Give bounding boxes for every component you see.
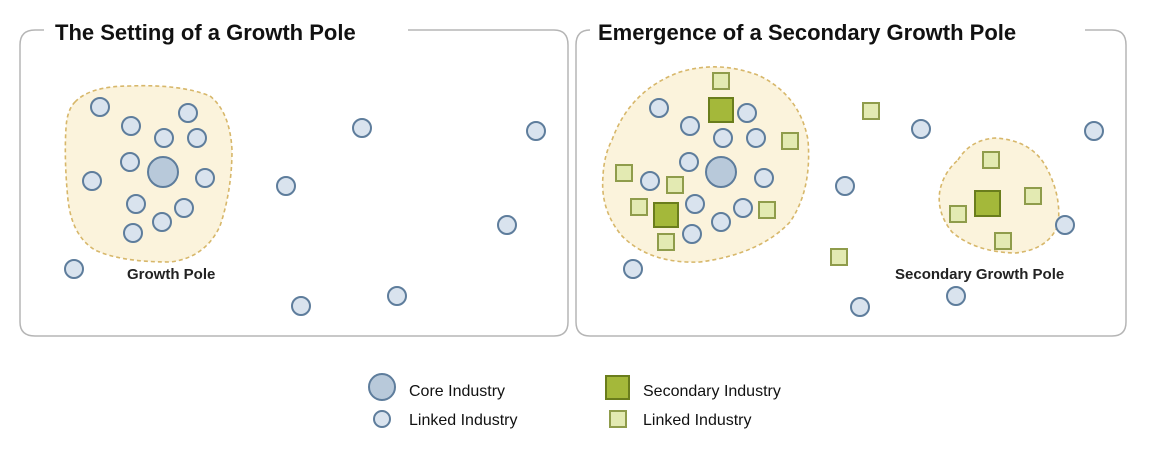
- linked-industry-node: [850, 297, 870, 317]
- legend-linked-industry-circle-swatch: [373, 410, 391, 428]
- linked-industry-node: [623, 259, 643, 279]
- linked-industry-node: [387, 286, 407, 306]
- legend-core-industry-label: Core Industry: [409, 383, 505, 400]
- linked-industry-node: [82, 171, 102, 191]
- linked-square-node: [781, 132, 799, 150]
- linked-industry-node: [120, 152, 140, 172]
- core-industry-node: [705, 156, 737, 188]
- growth-pole-region: [601, 66, 810, 263]
- secondary-industry-node: [653, 202, 679, 228]
- linked-square-node: [712, 72, 730, 90]
- linked-square-node: [862, 102, 880, 120]
- linked-industry-node: [754, 168, 774, 188]
- linked-industry-node: [711, 212, 731, 232]
- left-panel-nodes: [64, 97, 546, 316]
- linked-industry-node: [713, 128, 733, 148]
- linked-industry-node: [178, 103, 198, 123]
- legend-linked-industry-circle-label: Linked Industry: [409, 412, 518, 429]
- linked-industry-node: [911, 119, 931, 139]
- panel-frame-left: [19, 29, 569, 337]
- legend-secondary-industry-label: Secondary Industry: [643, 383, 781, 400]
- title-backdrop: [49, 20, 362, 45]
- linked-industry-node: [682, 224, 702, 244]
- linked-square-node: [630, 198, 648, 216]
- legend-core-industry-swatch: [368, 373, 396, 401]
- linked-industry-node: [174, 198, 194, 218]
- growth-pole-label: Growth Pole: [127, 266, 215, 283]
- linked-industry-node: [195, 168, 215, 188]
- linked-industry-node: [1084, 121, 1104, 141]
- linked-industry-node: [154, 128, 174, 148]
- linked-industry-node: [835, 176, 855, 196]
- linked-industry-node: [121, 116, 141, 136]
- linked-square-node: [830, 248, 848, 266]
- linked-industry-node: [526, 121, 546, 141]
- right-panel-nodes: [615, 72, 1104, 317]
- linked-industry-node: [746, 128, 766, 148]
- secondary-industry-node: [974, 190, 1001, 217]
- legend-secondary-industry-swatch: [605, 375, 630, 400]
- linked-industry-node: [187, 128, 207, 148]
- secondary-growth-pole-label: Secondary Growth Pole: [895, 266, 1064, 283]
- linked-industry-node: [64, 259, 84, 279]
- linked-industry-node: [126, 194, 146, 214]
- linked-square-node: [758, 201, 776, 219]
- core-industry-node: [147, 156, 179, 188]
- panel-title-right: Emergence of a Secondary Growth Pole: [598, 20, 1016, 45]
- linked-industry-node: [685, 194, 705, 214]
- linked-square-node: [657, 233, 675, 251]
- legend-linked-industry-square-swatch: [609, 410, 627, 428]
- linked-square-node: [666, 176, 684, 194]
- linked-square-node: [994, 232, 1012, 250]
- panel-frame-right: [575, 29, 1127, 337]
- linked-industry-node: [152, 212, 172, 232]
- linked-square-node: [982, 151, 1000, 169]
- linked-industry-node: [946, 286, 966, 306]
- secondary-industry-node: [708, 97, 734, 123]
- linked-industry-node: [733, 198, 753, 218]
- panel-title-left: The Setting of a Growth Pole: [55, 20, 356, 45]
- linked-industry-node: [352, 118, 372, 138]
- linked-industry-node: [276, 176, 296, 196]
- linked-industry-node: [123, 223, 143, 243]
- linked-industry-node: [291, 296, 311, 316]
- legend: Core Industry Linked Industry Secondary …: [368, 373, 781, 429]
- linked-industry-node: [640, 171, 660, 191]
- linked-square-node: [615, 164, 633, 182]
- linked-industry-node: [680, 116, 700, 136]
- linked-industry-node: [679, 152, 699, 172]
- linked-square-node: [949, 205, 967, 223]
- linked-industry-node: [497, 215, 517, 235]
- linked-industry-node: [649, 98, 669, 118]
- panel-secondary-growth-pole: Emergence of a Secondary Growth Pole: [575, 20, 1127, 337]
- linked-industry-node: [1055, 215, 1075, 235]
- panel-growth-pole: The Setting of a Growth Pole Growth Po: [19, 20, 569, 337]
- linked-square-node: [1024, 187, 1042, 205]
- title-backdrop: [592, 20, 1023, 45]
- linked-industry-node: [737, 103, 757, 123]
- linked-industry-node: [90, 97, 110, 117]
- legend-linked-industry-square-label: Linked Industry: [643, 412, 752, 429]
